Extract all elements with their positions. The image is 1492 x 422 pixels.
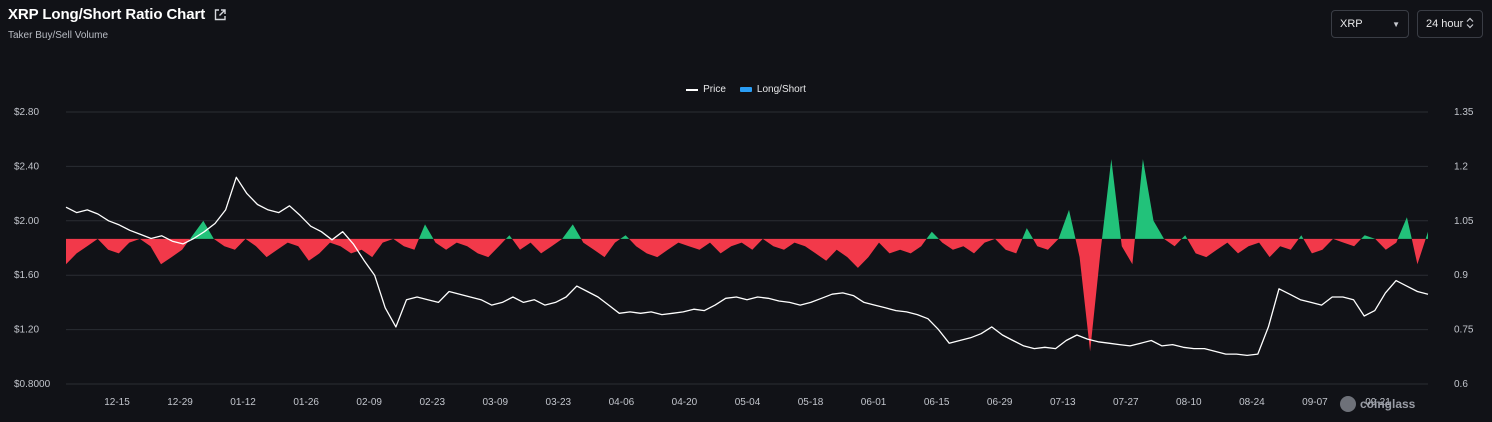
chevron-down-icon: ▼ xyxy=(1392,19,1400,29)
short-area xyxy=(66,238,1428,352)
ratio-area-layer xyxy=(66,159,1428,352)
watermark-text: coinglass xyxy=(1360,397,1416,411)
coin-select[interactable]: XRP ▼ xyxy=(1331,10,1409,38)
x-axis-tick: 05-04 xyxy=(735,397,761,408)
x-axis-tick: 06-29 xyxy=(987,397,1013,408)
x-axis-tick: 08-24 xyxy=(1239,397,1265,408)
x-axis-tick: 01-12 xyxy=(230,397,256,408)
right-axis-tick: 0.9 xyxy=(1454,270,1468,281)
chart-legend: Price Long/Short xyxy=(0,84,1492,95)
legend-item-long-short[interactable]: Long/Short xyxy=(739,84,806,95)
right-axis-tick: 0.6 xyxy=(1454,379,1468,390)
page-subtitle: Taker Buy/Sell Volume xyxy=(8,30,109,41)
axis-layer: $2.80 $2.40 $2.00 $1.60 $1.20 $0.8000 1.35 1.2 1… xyxy=(14,107,1474,408)
coin-select-value: XRP xyxy=(1340,18,1363,30)
x-axis-tick: 07-13 xyxy=(1050,397,1076,408)
x-axis-tick: 06-15 xyxy=(924,397,950,408)
price-line-layer xyxy=(65,176,1429,357)
x-axis-tick: 03-09 xyxy=(483,397,509,408)
x-axis-tick: 12-29 xyxy=(167,397,193,408)
legend-item-price[interactable]: Price xyxy=(686,84,726,95)
left-axis-tick: $2.40 xyxy=(14,161,39,172)
grid-layer xyxy=(66,111,1428,385)
left-axis-tick: $0.8000 xyxy=(14,379,51,390)
interval-select[interactable]: 24 hour xyxy=(1417,10,1483,38)
chart-header: XRP Long/Short Ratio Chart Taker Buy/Sel… xyxy=(8,6,227,41)
x-axis-tick: 02-09 xyxy=(356,397,382,408)
coinglass-watermark: coinglass xyxy=(1340,396,1415,412)
page-title: XRP Long/Short Ratio Chart xyxy=(8,6,206,23)
x-axis-tick: 05-18 xyxy=(798,397,824,408)
legend-price-label: Price xyxy=(703,84,726,95)
left-axis-tick: $1.60 xyxy=(14,270,39,281)
x-axis-tick: 12-15 xyxy=(104,397,130,408)
right-axis-tick: 1.35 xyxy=(1454,107,1474,118)
right-axis-tick: 1.05 xyxy=(1454,216,1474,227)
x-axis-tick: 01-26 xyxy=(293,397,319,408)
x-axis-tick: 09-21 xyxy=(1365,397,1391,408)
x-axis-tick: 08-10 xyxy=(1176,397,1202,408)
x-axis-tick: 06-01 xyxy=(861,397,887,408)
left-axis-tick: $2.00 xyxy=(14,216,39,227)
price-line xyxy=(65,176,1429,357)
long-short-swatch xyxy=(739,87,752,92)
right-axis-tick: 0.75 xyxy=(1454,325,1474,336)
x-axis-tick: 02-23 xyxy=(419,397,445,408)
chart-controls: XRP ▼ 24 hour xyxy=(1331,10,1483,38)
up-down-chevron-icon xyxy=(1466,17,1474,32)
interval-select-value: 24 hour xyxy=(1426,18,1464,30)
external-link-icon[interactable] xyxy=(213,8,227,22)
x-axis-tick: 09-07 xyxy=(1302,397,1328,408)
long-area xyxy=(66,159,1428,239)
x-axis-tick: 04-20 xyxy=(672,397,698,408)
legend-long-short-label: Long/Short xyxy=(756,84,806,95)
right-axis-tick: 1.2 xyxy=(1454,161,1468,172)
x-axis-tick: 07-27 xyxy=(1113,397,1139,408)
left-axis-tick: $2.80 xyxy=(14,107,39,118)
price-line-swatch xyxy=(686,88,699,91)
x-axis-tick: 04-06 xyxy=(609,397,635,408)
left-axis-tick: $1.20 xyxy=(14,325,39,336)
coinglass-logo-icon xyxy=(1340,396,1356,412)
x-axis-tick: 03-23 xyxy=(546,397,572,408)
